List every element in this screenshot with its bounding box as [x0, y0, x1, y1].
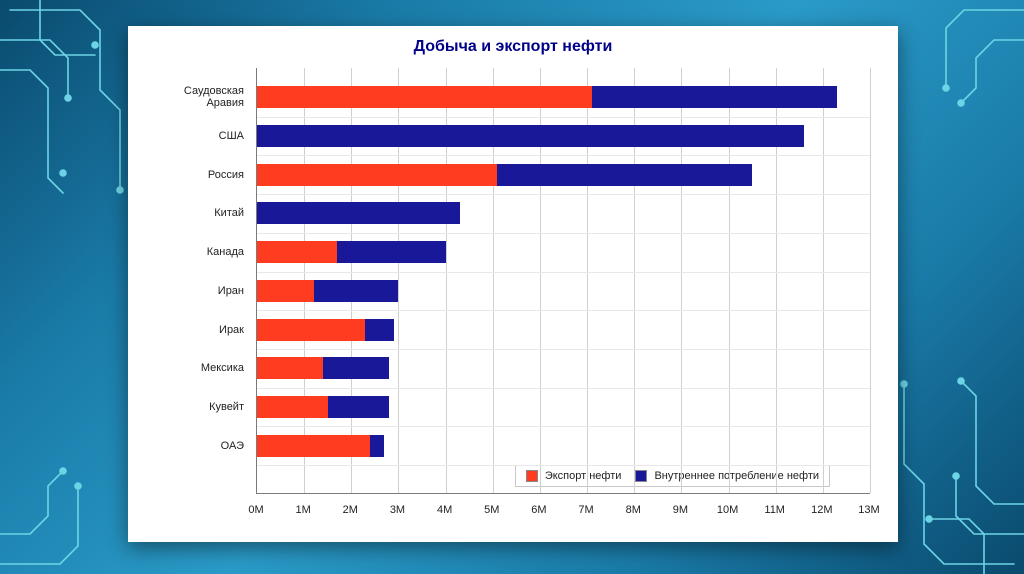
- gridline-h: [257, 272, 870, 273]
- gridline-h: [257, 465, 870, 466]
- bar-segment-export: [257, 86, 592, 108]
- bar-segment-export: [257, 435, 370, 457]
- chart-panel: Добыча и экспорт нефти Экспорт нефти Вну…: [128, 26, 898, 542]
- y-tick-label: Кувейт: [146, 401, 250, 413]
- y-tick-label: Канада: [146, 246, 250, 258]
- gridline-v: [870, 68, 871, 493]
- x-tick-label: 8M: [626, 498, 641, 524]
- legend-label-domestic: Внутреннее потребление нефти: [654, 470, 819, 482]
- bar-row: [257, 241, 446, 263]
- bar-row: [257, 396, 389, 418]
- plot-grid: Экспорт нефти Внутреннее потребление неф…: [256, 68, 870, 494]
- x-tick-label: 13M: [858, 498, 879, 524]
- bar-row: [257, 164, 752, 186]
- x-tick-label: 12M: [811, 498, 832, 524]
- y-tick-label: ОАЭ: [146, 440, 250, 452]
- x-tick-label: 11M: [764, 498, 785, 524]
- plot-area: Экспорт нефти Внутреннее потребление неф…: [146, 68, 880, 524]
- gridline-h: [257, 155, 870, 156]
- bar-segment-export: [257, 280, 314, 302]
- bar-segment-export: [257, 357, 323, 379]
- gridline-h: [257, 194, 870, 195]
- y-tick-label: Ирак: [146, 324, 250, 336]
- x-tick-label: 0M: [248, 498, 263, 524]
- decor-circuit-bottom-left: [0, 414, 140, 574]
- bar-segment-export: [257, 241, 337, 263]
- y-tick-label: Россия: [146, 169, 250, 181]
- gridline-h: [257, 233, 870, 234]
- gridline-h: [257, 426, 870, 427]
- x-tick-label: 10M: [717, 498, 738, 524]
- legend-item-domestic: Внутреннее потребление нефти: [635, 470, 819, 482]
- gridline-h: [257, 117, 870, 118]
- bar-segment-domestic: [337, 241, 445, 263]
- chart-legend: Экспорт нефти Внутреннее потребление неф…: [515, 465, 830, 487]
- chart-title: Добыча и экспорт нефти: [128, 26, 898, 66]
- bar-segment-domestic: [323, 357, 389, 379]
- x-tick-label: 2M: [343, 498, 358, 524]
- legend-label-export: Экспорт нефти: [545, 470, 622, 482]
- y-tick-label: Мексика: [146, 362, 250, 374]
- bar-segment-domestic: [365, 319, 393, 341]
- gridline-h: [257, 349, 870, 350]
- bar-row: [257, 319, 394, 341]
- bar-segment-domestic: [328, 396, 389, 418]
- bar-row: [257, 280, 398, 302]
- y-tick-label: Иран: [146, 285, 250, 297]
- x-tick-label: 7M: [578, 498, 593, 524]
- y-tick-label: Саудовская Аравия: [146, 85, 250, 109]
- x-tick-label: 4M: [437, 498, 452, 524]
- bar-segment-domestic: [257, 125, 804, 147]
- bar-segment-export: [257, 164, 497, 186]
- bar-segment-domestic: [592, 86, 837, 108]
- bar-segment-export: [257, 396, 328, 418]
- x-tick-label: 9M: [673, 498, 688, 524]
- bar-row: [257, 86, 837, 108]
- bar-row: [257, 357, 389, 379]
- legend-swatch-export: [526, 470, 538, 482]
- x-tick-label: 6M: [531, 498, 546, 524]
- bar-segment-domestic: [257, 202, 460, 224]
- bar-row: [257, 435, 384, 457]
- bar-segment-domestic: [497, 164, 752, 186]
- y-tick-label: США: [146, 130, 250, 142]
- decor-circuit-top-right: [884, 0, 1024, 160]
- bar-segment-export: [257, 319, 365, 341]
- gridline-v: [823, 68, 824, 493]
- bar-segment-domestic: [370, 435, 384, 457]
- legend-swatch-domestic: [635, 470, 647, 482]
- x-tick-label: 5M: [484, 498, 499, 524]
- bar-segment-domestic: [314, 280, 399, 302]
- x-tick-label: 1M: [296, 498, 311, 524]
- x-tick-label: 3M: [390, 498, 405, 524]
- gridline-h: [257, 388, 870, 389]
- bar-row: [257, 202, 460, 224]
- bar-row: [257, 125, 804, 147]
- y-tick-label: Китай: [146, 207, 250, 219]
- gridline-h: [257, 310, 870, 311]
